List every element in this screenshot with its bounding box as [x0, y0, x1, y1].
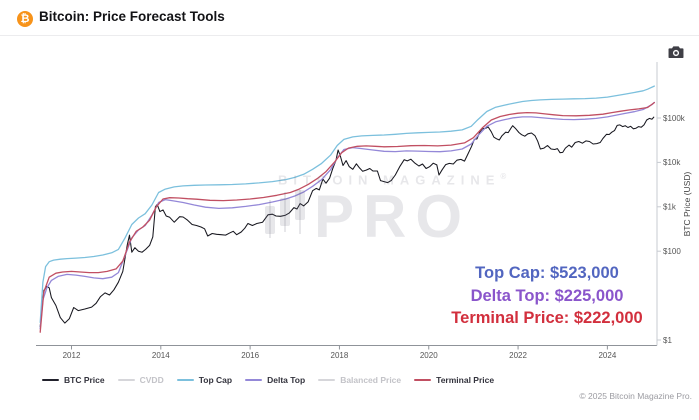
x-tick-label: 2024	[598, 351, 616, 360]
legend-swatch	[42, 379, 59, 381]
legend-item-btc-price[interactable]: BTC Price	[42, 375, 105, 385]
header-divider	[0, 35, 699, 36]
legend-swatch	[176, 379, 194, 381]
legend-label: Delta Top	[267, 375, 306, 385]
annotations-block: Top Cap: $523,000 Delta Top: $225,000 Term…	[422, 262, 672, 330]
y-tick-label: $10k	[663, 158, 681, 167]
y-tick-label: $100k	[663, 114, 686, 123]
page-title: Bitcoin: Price Forecast Tools	[39, 9, 225, 24]
legend-label: Balanced Price	[340, 375, 402, 385]
legend-label: Top Cap	[198, 375, 233, 385]
copyright: © 2025 Bitcoin Magazine Pro.	[579, 391, 692, 401]
legend-label: Terminal Price	[436, 375, 495, 385]
legend-item-top-cap[interactable]: Top Cap	[176, 375, 233, 385]
x-tick-label: 2022	[509, 351, 527, 360]
legend-swatch	[318, 379, 336, 381]
legend-item-terminal-price[interactable]: Terminal Price	[414, 375, 494, 385]
y-axis-title: BTC Price (USD)	[682, 171, 692, 236]
bitcoin-logo-icon: ₿	[17, 11, 33, 27]
x-tick-label: 2016	[241, 351, 259, 360]
y-tick-label: $100	[663, 247, 681, 256]
legend-label: BTC Price	[64, 375, 105, 385]
legend-swatch	[117, 379, 135, 381]
x-tick-label: 2012	[63, 351, 81, 360]
legend-swatch	[414, 379, 432, 381]
legend-item-cvdd[interactable]: CVDD	[117, 375, 164, 385]
y-tick-label: $1	[663, 336, 672, 345]
y-tick-label: $1k	[663, 203, 677, 212]
legend: BTC Price CVDD Top Cap Delta Top Balanced Pr…	[42, 375, 494, 385]
legend-swatch	[245, 379, 263, 381]
annotation-top-cap: Top Cap: $523,000	[475, 264, 619, 282]
series-top-cap	[39, 85, 655, 323]
annotation-terminal-price: Terminal Price: $222,000	[451, 309, 643, 327]
chart-header: ₿ Bitcoin: Price Forecast Tools	[0, 0, 699, 35]
annotation-delta-top: Delta Top: $225,000	[470, 286, 624, 305]
series-terminal-price	[39, 101, 655, 333]
series-delta-top	[39, 101, 655, 330]
legend-item-delta-top[interactable]: Delta Top	[245, 375, 305, 385]
series-btc-price	[39, 116, 655, 328]
x-tick-label: 2014	[152, 351, 170, 360]
legend-item-balanced-price[interactable]: Balanced Price	[318, 375, 401, 385]
x-tick-label: 2018	[331, 351, 349, 360]
camera-icon[interactable]	[666, 43, 686, 61]
x-tick-label: 2020	[420, 351, 438, 360]
legend-label: CVDD	[139, 375, 164, 385]
